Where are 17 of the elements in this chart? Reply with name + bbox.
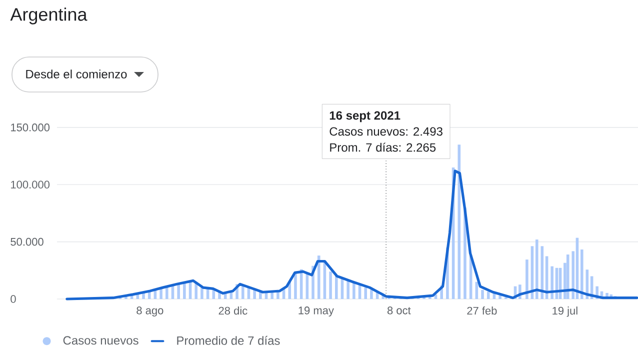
y-tick-label: 100.000 [11, 180, 50, 189]
x-tick-label: 28 dic [218, 306, 248, 315]
annotation: Prom. 7 días: 2.265 [330, 142, 436, 152]
legend-label: Casos nuevos [63, 336, 138, 345]
annotation: Casos nuevos: 2.493 [330, 127, 442, 136]
x-tick-label: 27 feb [467, 306, 497, 315]
y-tick-label: 150.000 [11, 124, 50, 132]
x-tick-label: 8 oct [387, 306, 411, 314]
chart-title: Argentina [10, 8, 88, 24]
annotation: 16 sept 2021 [330, 111, 400, 122]
y-tick-label: 50.000 [10, 238, 44, 246]
x-tick-label: 8 ago [136, 306, 164, 316]
x-tick-label: 19 may [298, 306, 334, 316]
legend-label: Promedio de 7 días [177, 336, 280, 345]
x-tick-label: 19 jul [552, 306, 578, 317]
y-tick-label: 0 [10, 295, 16, 303]
chart-subtitle: Desde el comienzo [26, 70, 127, 78]
